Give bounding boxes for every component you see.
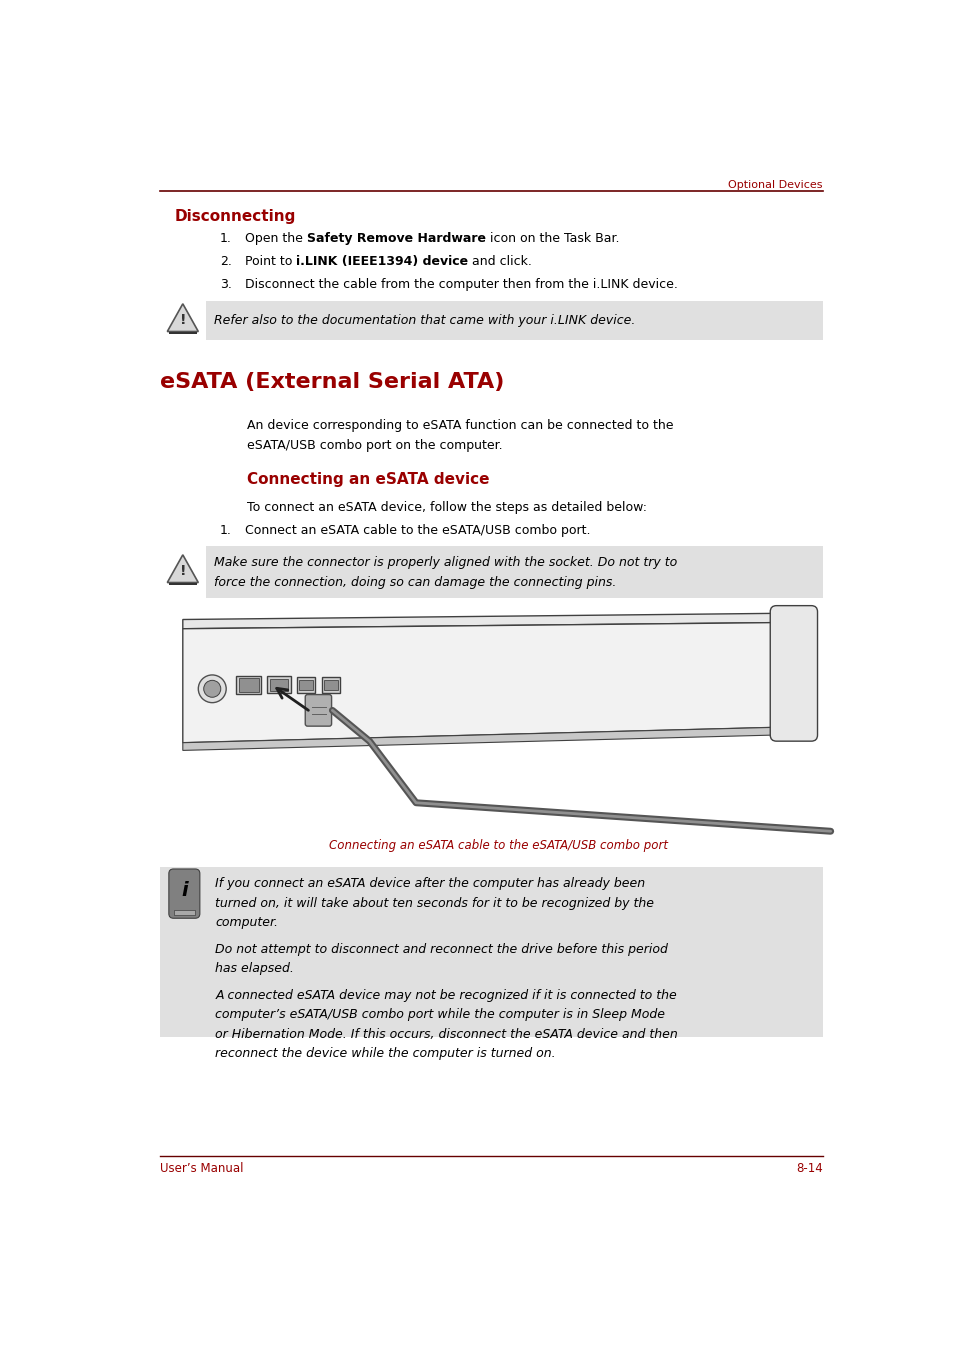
Polygon shape [183, 727, 776, 750]
Text: An device corresponding to eSATA function can be connected to the: An device corresponding to eSATA functio… [247, 419, 673, 431]
Text: force the connection, doing so can damage the connecting pins.: force the connection, doing so can damag… [213, 577, 616, 589]
Text: Connecting an eSATA cable to the eSATA/USB combo port: Connecting an eSATA cable to the eSATA/U… [329, 839, 668, 852]
Text: 3.: 3. [220, 278, 232, 292]
FancyBboxPatch shape [206, 301, 822, 340]
Text: 8-14: 8-14 [796, 1162, 822, 1175]
Polygon shape [183, 623, 776, 743]
Polygon shape [169, 331, 196, 334]
Text: Disconnecting: Disconnecting [174, 209, 296, 224]
Text: i.LINK (IEEE1394) device: i.LINK (IEEE1394) device [295, 255, 468, 269]
FancyBboxPatch shape [323, 680, 337, 690]
Text: turned on, it will take about ten seconds for it to be recognized by the: turned on, it will take about ten second… [215, 897, 654, 909]
Text: icon on the Task Bar.: icon on the Task Bar. [485, 232, 618, 245]
Text: To connect an eSATA device, follow the steps as detailed below:: To connect an eSATA device, follow the s… [247, 501, 646, 513]
Text: !: ! [179, 563, 186, 578]
FancyBboxPatch shape [305, 694, 332, 725]
Circle shape [204, 681, 220, 697]
Text: 1.: 1. [220, 524, 232, 536]
Text: Safety Remove Hardware: Safety Remove Hardware [306, 232, 485, 245]
Text: If you connect an eSATA device after the computer has already been: If you connect an eSATA device after the… [215, 877, 645, 890]
Polygon shape [169, 582, 196, 585]
FancyBboxPatch shape [296, 677, 315, 693]
Text: Point to: Point to [245, 255, 295, 269]
Text: Do not attempt to disconnect and reconnect the drive before this period: Do not attempt to disconnect and reconne… [215, 943, 667, 957]
FancyBboxPatch shape [206, 546, 822, 598]
FancyBboxPatch shape [267, 677, 291, 693]
FancyBboxPatch shape [236, 676, 261, 694]
FancyBboxPatch shape [270, 678, 288, 692]
Text: reconnect the device while the computer is turned on.: reconnect the device while the computer … [215, 1047, 556, 1059]
Text: User’s Manual: User’s Manual [159, 1162, 243, 1175]
Text: or Hibernation Mode. If this occurs, disconnect the eSATA device and then: or Hibernation Mode. If this occurs, dis… [215, 1028, 678, 1040]
Text: Make sure the connector is properly aligned with the socket. Do not try to: Make sure the connector is properly alig… [213, 557, 677, 569]
Text: and click.: and click. [468, 255, 532, 269]
Text: A connected eSATA device may not be recognized if it is connected to the: A connected eSATA device may not be reco… [215, 989, 677, 1002]
Text: Connect an eSATA cable to the eSATA/USB combo port.: Connect an eSATA cable to the eSATA/USB … [245, 524, 590, 536]
Polygon shape [167, 304, 198, 331]
FancyBboxPatch shape [238, 678, 258, 692]
Text: computer’s eSATA/USB combo port while the computer is in Sleep Mode: computer’s eSATA/USB combo port while th… [215, 1008, 664, 1021]
Text: eSATA/USB combo port on the computer.: eSATA/USB combo port on the computer. [247, 439, 502, 453]
Text: Disconnect the cable from the computer then from the i.LINK device.: Disconnect the cable from the computer t… [245, 278, 677, 292]
Text: Refer also to the documentation that came with your i.LINK device.: Refer also to the documentation that cam… [213, 315, 635, 327]
FancyBboxPatch shape [169, 869, 199, 919]
Text: !: ! [179, 313, 186, 327]
Text: i: i [181, 881, 188, 900]
Polygon shape [183, 613, 776, 628]
Text: 1.: 1. [220, 232, 232, 245]
Text: Connecting an eSATA device: Connecting an eSATA device [247, 471, 489, 486]
FancyBboxPatch shape [159, 867, 822, 1036]
Circle shape [198, 676, 226, 703]
Text: 2.: 2. [220, 255, 232, 269]
Text: has elapsed.: has elapsed. [215, 962, 294, 975]
FancyBboxPatch shape [298, 680, 313, 690]
Text: computer.: computer. [215, 916, 278, 929]
Polygon shape [167, 555, 198, 582]
FancyBboxPatch shape [173, 909, 195, 915]
Text: Optional Devices: Optional Devices [728, 180, 822, 190]
FancyBboxPatch shape [321, 677, 340, 693]
FancyBboxPatch shape [769, 605, 817, 742]
Text: Open the: Open the [245, 232, 306, 245]
Text: eSATA (External Serial ATA): eSATA (External Serial ATA) [159, 373, 503, 392]
